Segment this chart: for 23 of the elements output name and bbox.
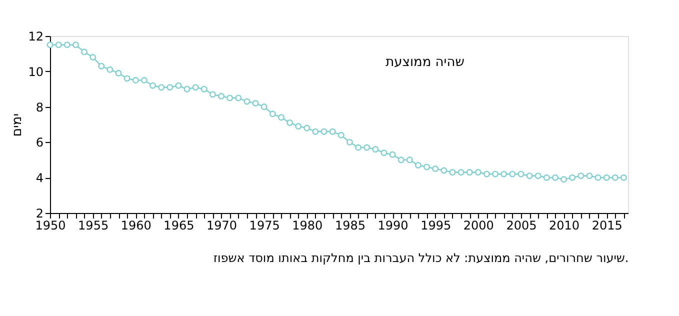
x-tick-label: 2010: [549, 218, 580, 232]
x-tick-label: 2005: [506, 218, 537, 232]
x-tick-label: 1990: [378, 218, 408, 232]
x-tick-label: 1995: [420, 218, 452, 232]
x-tick-label: 1975: [249, 218, 280, 232]
x-tick-label: 1985: [334, 218, 366, 232]
x-tick-label: 1980: [292, 218, 323, 232]
y-tick-label: 2: [36, 206, 44, 220]
y-tick-label: 12: [28, 30, 44, 44]
x-tick-label: 1970: [206, 218, 238, 232]
x-tick-label: 1965: [164, 218, 194, 232]
y-tick-label: 4: [36, 171, 44, 186]
y-tick-label: 10: [28, 64, 44, 79]
y-axis-title: ימים: [10, 113, 26, 137]
x-tick-label: 1955: [78, 218, 109, 232]
x-tick-label: 1960: [120, 218, 152, 232]
text: שהיה ממוצעת: [386, 55, 464, 70]
x-tick-label: 2000: [463, 218, 494, 232]
y-tick-label: 6: [36, 136, 44, 150]
y-tick-label: 8: [36, 100, 44, 114]
text: שיעור שחרורים, שהיה ממוצעת: לא כולל העברות בין מחלקות באותו מוסד אשפוז.: [213, 251, 629, 265]
x-tick-label: 2015: [592, 218, 622, 232]
x-tick-label: 1950: [35, 218, 66, 232]
